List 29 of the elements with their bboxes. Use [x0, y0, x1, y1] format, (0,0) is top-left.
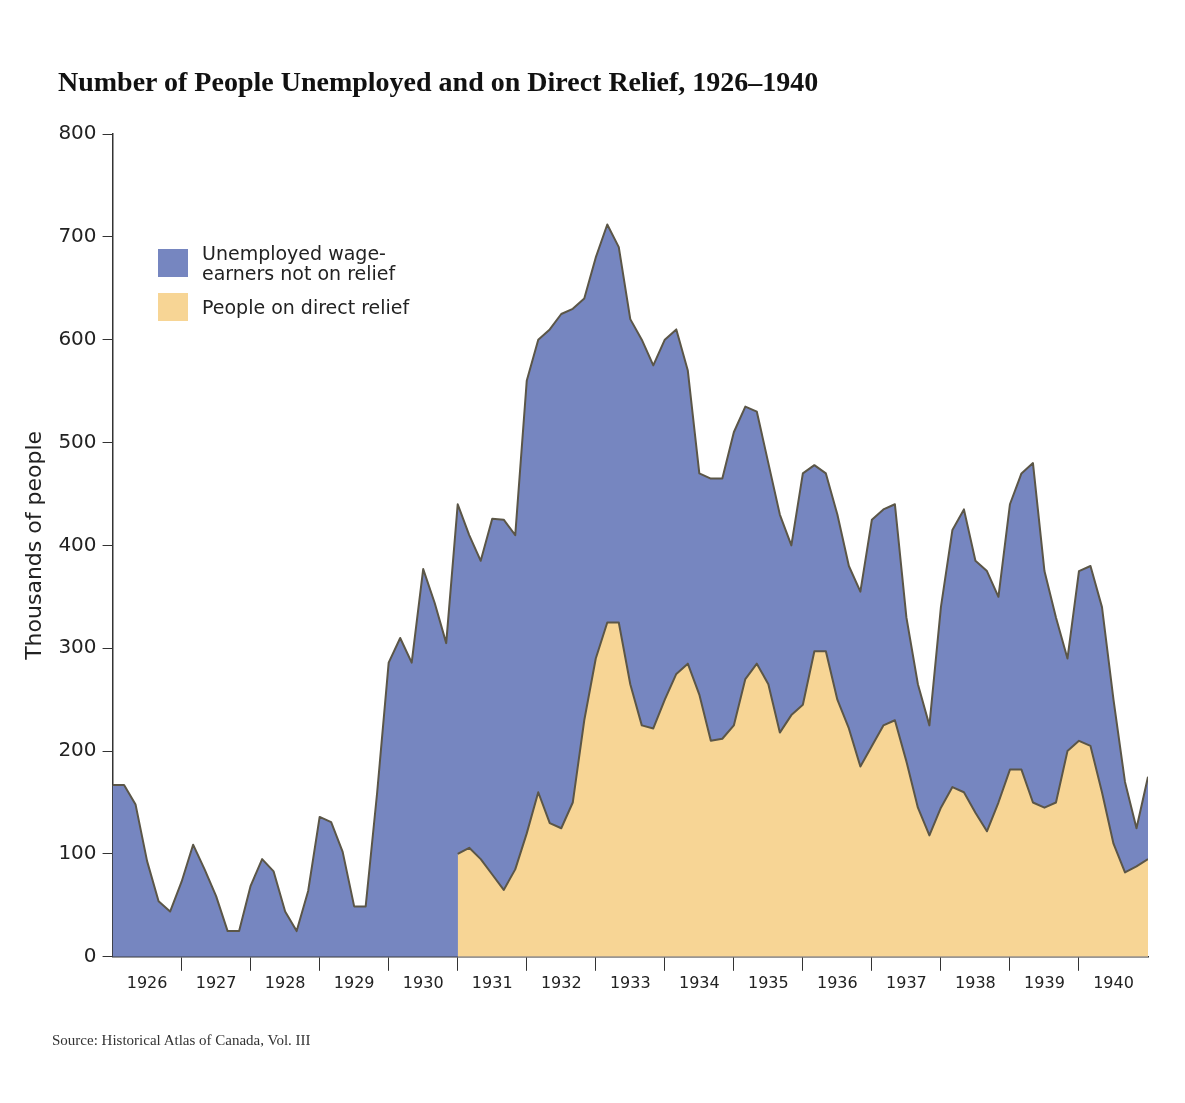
x-tick-label: 1933 — [609, 972, 651, 992]
y-axis-title: Thousands of people — [20, 430, 46, 661]
x-tick-label: 1934 — [678, 972, 720, 992]
x-tick-label: 1940 — [1093, 972, 1134, 992]
y-tick-label: 200 — [58, 737, 97, 762]
x-tick-label: 1937 — [886, 972, 927, 992]
source-note: Source: Historical Atlas of Canada, Vol. III — [51, 1031, 312, 1049]
x-tick-label: 1928 — [264, 972, 306, 992]
x-tick-label: 1931 — [471, 972, 513, 992]
chart-title: Number of People Unemployed and on Direct Relief, 1926–1940 — [57, 65, 820, 99]
x-tick-label: 1932 — [540, 972, 582, 992]
y-tick-label: 100 — [58, 840, 97, 865]
x-tick-label: 1927 — [195, 972, 237, 992]
y-tick-label: 500 — [58, 428, 97, 453]
y-tick-label: 800 — [58, 120, 97, 145]
x-tick-label: 1930 — [402, 972, 444, 992]
y-tick-label: 300 — [58, 634, 97, 659]
y-tick-label: 0 — [83, 943, 97, 967]
x-tick-label: 1926 — [126, 972, 168, 992]
x-tick-label: 1935 — [747, 972, 789, 992]
x-tick-label: 1938 — [955, 972, 996, 992]
legend-label: People on direct relief — [202, 296, 411, 318]
x-tick-label: 1929 — [333, 972, 375, 992]
x-tick-label: 1939 — [1024, 972, 1065, 992]
y-tick-label: 700 — [58, 223, 97, 248]
y-tick-label: 400 — [58, 531, 97, 556]
legend-label: Unemployed wage-earners not on relief — [202, 242, 397, 284]
x-tick-label: 1936 — [817, 972, 858, 992]
y-tick-label: 600 — [58, 325, 97, 350]
